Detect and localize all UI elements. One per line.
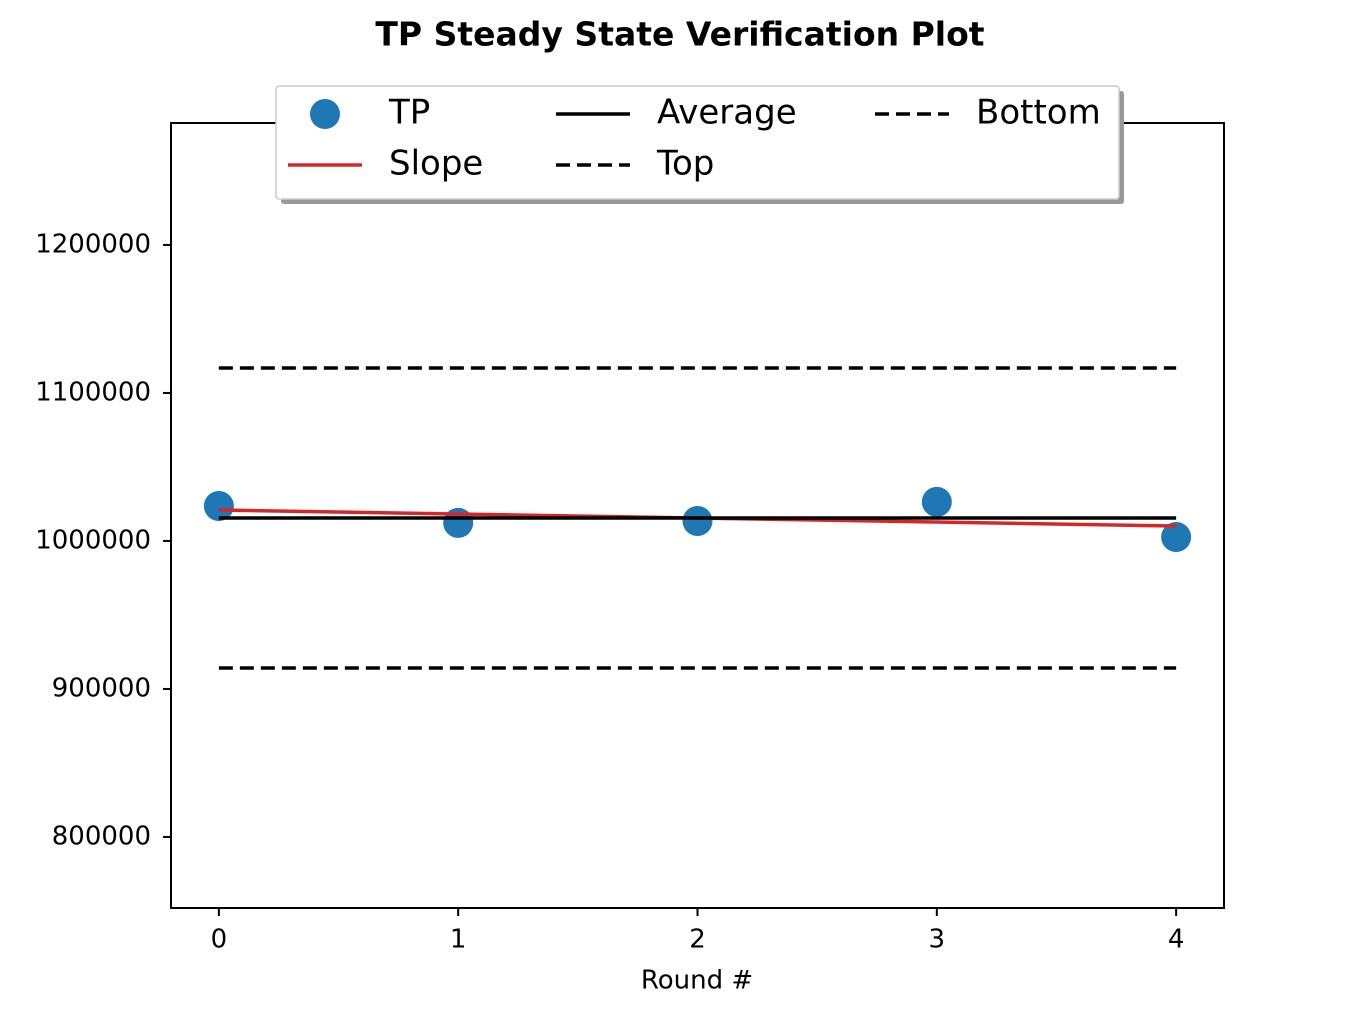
y-tick-label: 900000: [52, 673, 151, 703]
x-axis-label: Round #: [641, 966, 753, 996]
data-point: [682, 505, 713, 536]
legend-label: TP: [388, 93, 430, 133]
y-tick-label: 800000: [52, 821, 151, 851]
legend-label: Top: [656, 144, 714, 184]
legend-label: Slope: [389, 144, 483, 184]
y-tick-label: 1200000: [35, 229, 151, 259]
chart-title: TP Steady State Verification Plot: [375, 15, 984, 54]
data-point: [203, 491, 234, 522]
x-tick-label: 4: [1168, 925, 1185, 955]
x-tick-label: 0: [211, 925, 228, 955]
legend-marker: [310, 99, 340, 129]
legend-label: Average: [657, 93, 797, 133]
legend-label: Bottom: [976, 93, 1101, 133]
x-tick-label: 2: [689, 925, 706, 955]
x-tick-label: 3: [929, 925, 946, 955]
x-tick-label: 1: [450, 925, 467, 955]
y-tick-label: 1000000: [35, 525, 151, 555]
y-tick-label: 1100000: [35, 377, 151, 407]
data-point: [921, 486, 952, 517]
data-point: [1161, 521, 1192, 552]
